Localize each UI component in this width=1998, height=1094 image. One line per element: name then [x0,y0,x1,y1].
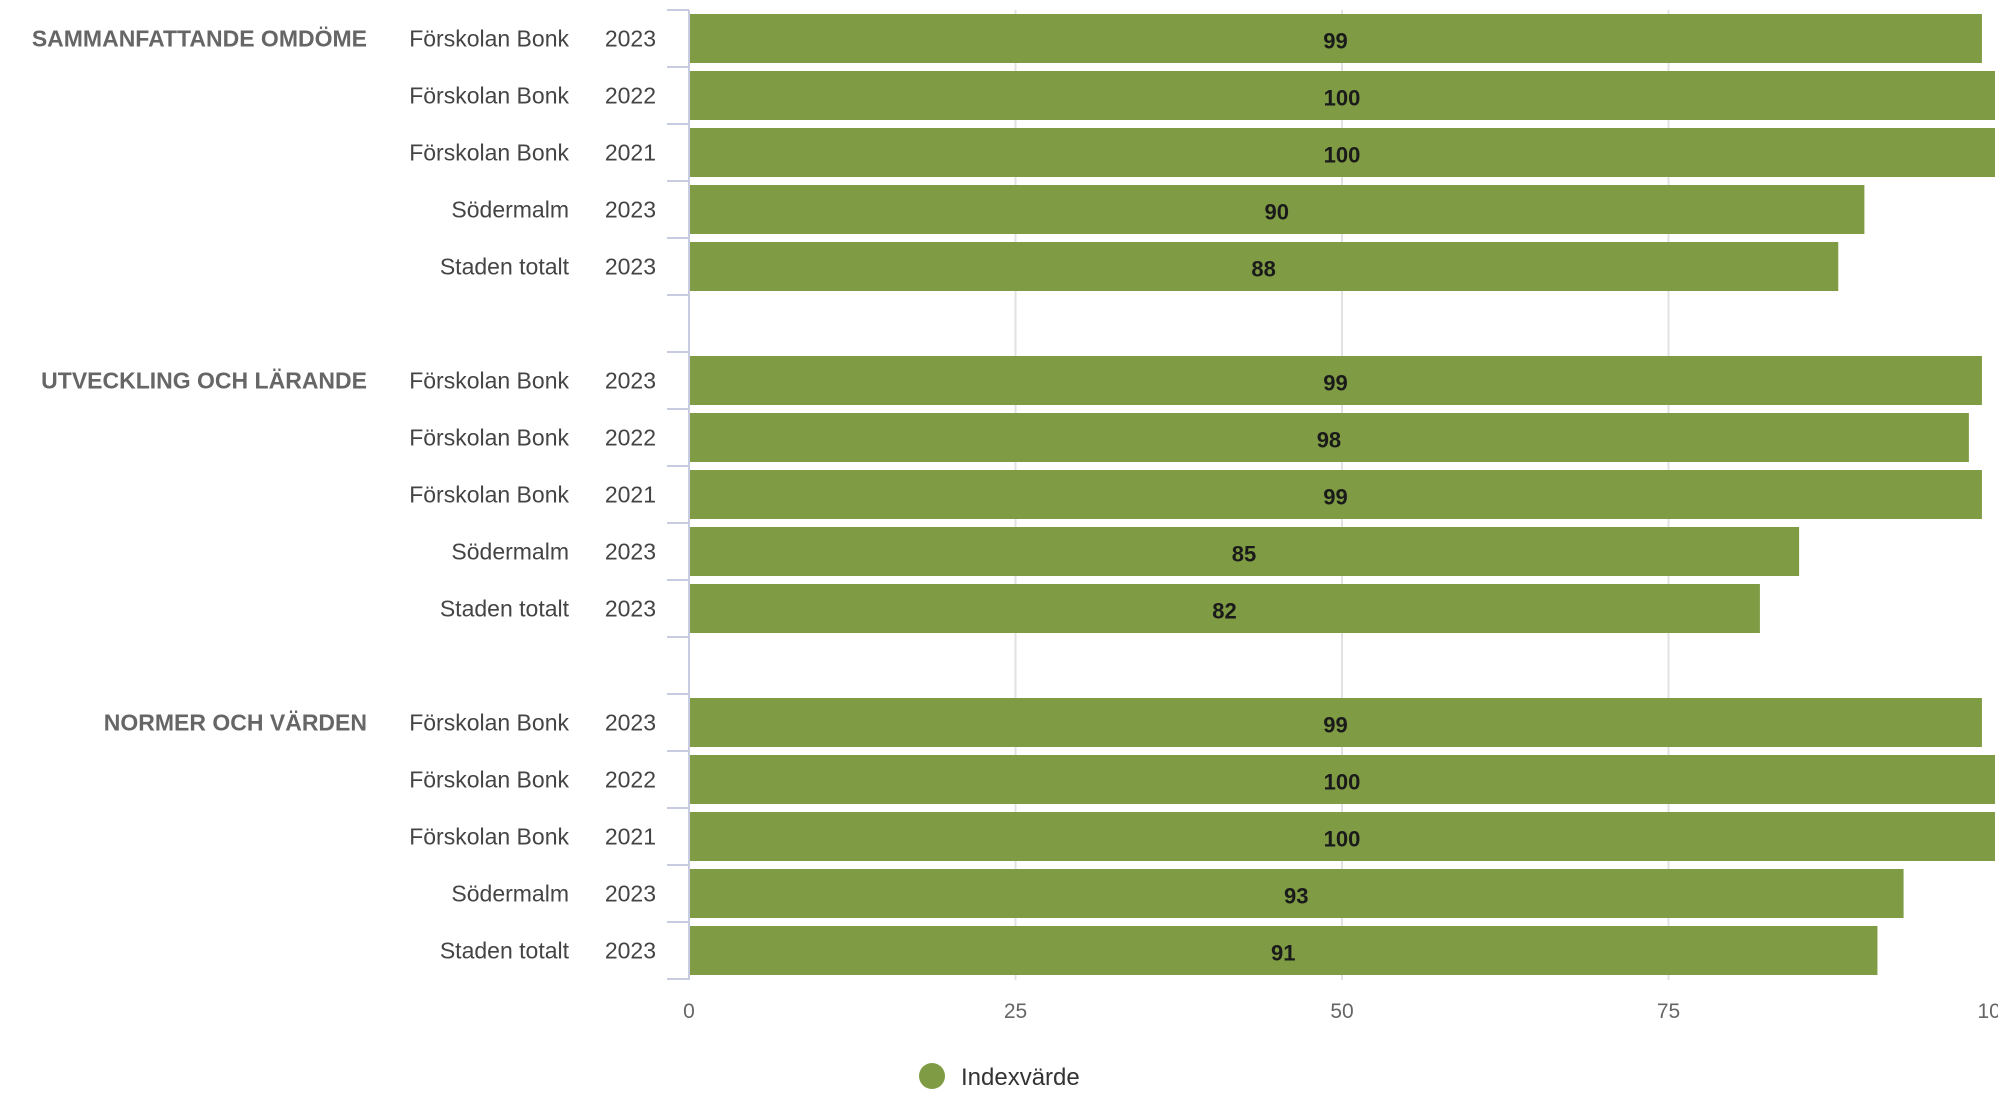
x-tick-label-50: 50 [1330,1000,1353,1023]
x-tick-label-25: 25 [1004,1000,1027,1023]
legend-marker-icon[interactable] [919,1063,945,1089]
bar-2-5[interactable] [690,584,1760,633]
axes: 0 25 50 75 100 [667,9,1998,1023]
bar-value-label: 100 [1324,770,1361,795]
category-label: Staden totalt [440,938,570,964]
bar-value-label: 100 [1324,143,1361,168]
bars: 99 100 100 90 88 99 98 99 85 82 99 100 100 93 91 [690,14,1995,975]
year-label: 2023 [605,197,656,223]
category-label: Södermalm [451,197,569,223]
bar-value-label: 93 [1284,884,1308,909]
bar-2-4[interactable] [690,527,1800,576]
category-label: Förskolan Bonk [409,767,569,793]
bar-2-1[interactable] [690,356,1982,405]
bar-value-label: 99 [1323,371,1347,396]
bar-1-2[interactable] [690,71,1995,120]
category-label: Förskolan Bonk [409,710,569,736]
category-label: Förskolan Bonk [409,824,569,850]
bar-3-3[interactable] [690,812,1995,861]
bar-3-2[interactable] [690,755,1995,804]
group-label: NORMER OCH VÄRDEN [104,710,367,736]
bar-value-label: 98 [1317,428,1341,453]
year-label: 2023 [605,368,656,394]
category-label: Förskolan Bonk [409,482,569,508]
legend-label[interactable]: Indexvärde [961,1064,1080,1091]
bar-1-4[interactable] [690,185,1865,234]
bar-value-label: 99 [1323,485,1347,510]
x-tick-label-0: 0 [683,1000,695,1023]
year-label: 2023 [605,710,656,736]
bar-value-label: 88 [1251,257,1275,282]
year-label: 2023 [605,938,656,964]
bar-3-5[interactable] [690,926,1878,975]
year-label: 2023 [605,596,656,622]
category-label: Staden totalt [440,596,570,622]
year-label: 2023 [605,254,656,280]
year-label: 2021 [605,140,656,166]
category-label: Förskolan Bonk [409,26,569,52]
category-labels: 2023 Förskolan Bonk SAMMANFATTANDE OMDÖME 2… [32,26,656,964]
group-label: SAMMANFATTANDE OMDÖME [32,26,367,52]
year-label: 2023 [605,26,656,52]
category-label: Staden totalt [440,254,570,280]
group-label: UTVECKLING OCH LÄRANDE [41,368,367,394]
bar-1-5[interactable] [690,242,1839,291]
category-label: Förskolan Bonk [409,368,569,394]
category-label: Södermalm [451,881,569,907]
year-label: 2022 [605,425,656,451]
bar-3-4[interactable] [690,869,1904,918]
x-tick-label-100: 100 [1977,1000,1998,1023]
year-label: 2022 [605,767,656,793]
bar-value-label: 99 [1323,713,1347,738]
bar-value-label: 91 [1271,941,1295,966]
bar-2-2[interactable] [690,413,1969,462]
legend[interactable]: Indexvärde [919,1063,1080,1091]
bar-value-label: 90 [1264,200,1288,225]
bar-value-label: 99 [1323,29,1347,54]
category-label: Förskolan Bonk [409,425,569,451]
year-label: 2021 [605,824,656,850]
bar-1-1[interactable] [690,14,1982,63]
category-label: Förskolan Bonk [409,83,569,109]
bar-value-label: 82 [1212,599,1236,624]
x-tick-label-75: 75 [1657,1000,1680,1023]
year-label: 2023 [605,881,656,907]
bar-value-label: 100 [1324,827,1361,852]
bar-value-label: 100 [1324,86,1361,111]
year-label: 2023 [605,539,656,565]
bar-1-3[interactable] [690,128,1995,177]
category-label: Södermalm [451,539,569,565]
bar-3-1[interactable] [690,698,1982,747]
bar-value-label: 85 [1232,542,1256,567]
year-label: 2022 [605,83,656,109]
year-label: 2021 [605,482,656,508]
bar-2-3[interactable] [690,470,1982,519]
category-label: Förskolan Bonk [409,140,569,166]
